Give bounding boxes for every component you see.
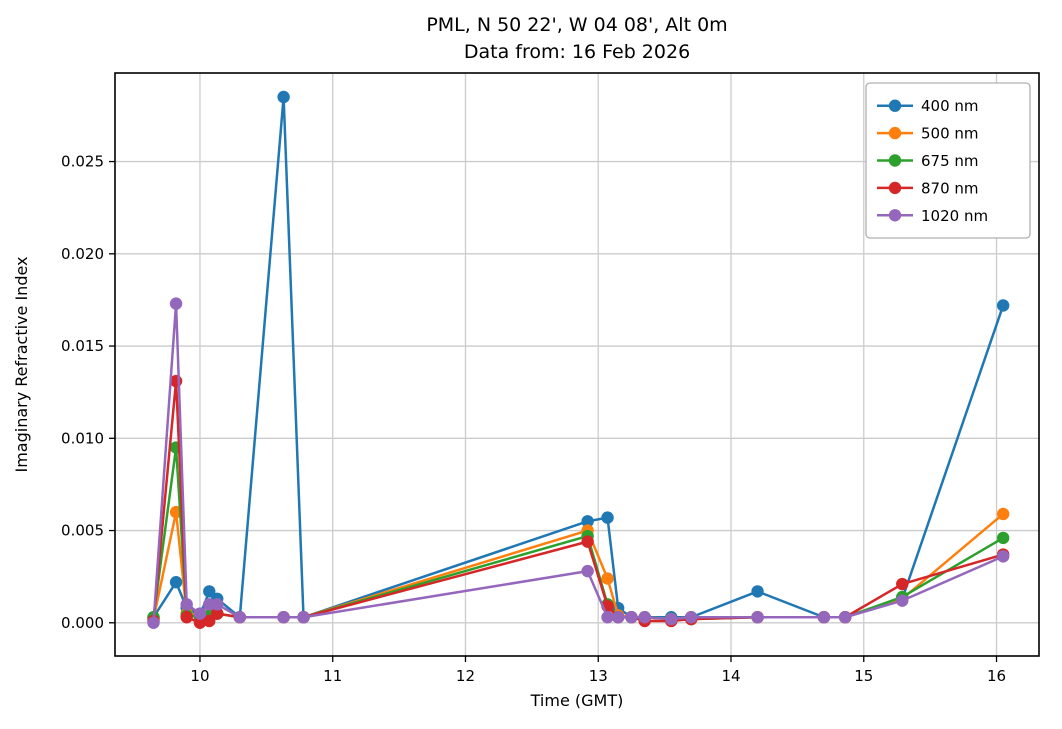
data-point [297, 611, 310, 624]
plot-border [114, 72, 1040, 657]
data-point [751, 585, 764, 598]
data-point [180, 598, 193, 611]
data-point [601, 511, 614, 524]
y-tick-label: 0.005 [61, 522, 104, 540]
data-point [203, 614, 216, 628]
legend-label: 870 nm [921, 179, 979, 197]
data-point [611, 611, 625, 624]
series-1020-nm [147, 297, 1010, 629]
axis-ticks: 10 11 12 13 14 15 16 0.000 0.005 0.010 0.015 0.020 0… [61, 153, 1006, 685]
data-point [211, 607, 224, 620]
data-point [684, 611, 698, 624]
legend-entry: 675 nm [877, 152, 979, 170]
data-point [638, 611, 651, 624]
data-point [581, 515, 594, 528]
data-point [996, 550, 1010, 563]
data-point [625, 611, 638, 624]
legend-marker [888, 126, 902, 140]
legend-entry: 500 nm [877, 125, 979, 143]
legend-label: 1020 nm [921, 207, 988, 225]
y-tick-label: 0.025 [61, 153, 104, 171]
series-group [147, 90, 1010, 629]
data-point [601, 611, 614, 624]
x-tick-label: 13 [589, 667, 608, 685]
data-point [601, 572, 614, 585]
y-tick-label: 0.015 [61, 337, 104, 355]
legend-box [865, 82, 1031, 239]
y-tick-label: 0.000 [61, 614, 104, 632]
data-point [665, 612, 678, 626]
y-tick-label: 0.010 [61, 429, 104, 447]
legend-entry: 1020 nm [877, 207, 988, 225]
data-point [233, 611, 246, 624]
legend-marker [888, 99, 902, 112]
data-point [277, 611, 290, 624]
data-point [996, 531, 1010, 545]
x-tick-label: 10 [190, 667, 209, 685]
data-point [751, 611, 764, 624]
legend-entry: 400 nm [877, 97, 979, 115]
data-point [896, 577, 909, 591]
grid [115, 73, 1039, 656]
x-tick-label: 14 [721, 667, 740, 685]
data-point [817, 611, 831, 624]
chart-title-line1: PML, N 50 22', W 04 08', Alt 0m [426, 14, 727, 36]
data-point [277, 90, 290, 104]
data-point [147, 616, 160, 629]
data-point [211, 598, 224, 611]
data-point [581, 535, 594, 548]
x-tick-label: 12 [456, 667, 475, 685]
legend: 400 nm 500 nm 675 nm 870 nm 1020 nm [865, 82, 1031, 239]
chart-title-line2: Data from: 16 Feb 2026 [464, 41, 690, 63]
x-tick-label: 16 [987, 667, 1006, 685]
x-tick-label: 15 [854, 667, 873, 685]
data-point [193, 616, 207, 629]
y-axis-label: Imaginary Refractive Index [12, 256, 31, 472]
data-point [169, 576, 183, 589]
y-tick-label: 0.020 [61, 245, 104, 263]
x-tick-label: 11 [323, 667, 342, 685]
x-axis-label: Time (GMT) [530, 691, 624, 710]
legend-label: 675 nm [921, 152, 979, 170]
legend-label: 500 nm [921, 125, 979, 143]
data-point [581, 564, 594, 578]
data-point [203, 585, 216, 598]
data-point [169, 297, 183, 310]
data-point [838, 611, 852, 624]
data-point [180, 611, 193, 624]
legend-marker [888, 154, 902, 167]
data-point [193, 607, 207, 620]
legend-label: 400 nm [921, 97, 979, 115]
data-point [996, 299, 1010, 312]
data-point [996, 507, 1010, 521]
legend-marker [888, 181, 902, 195]
legend-marker [888, 209, 902, 222]
legend-entry: 870 nm [877, 179, 979, 197]
data-point [896, 594, 909, 607]
